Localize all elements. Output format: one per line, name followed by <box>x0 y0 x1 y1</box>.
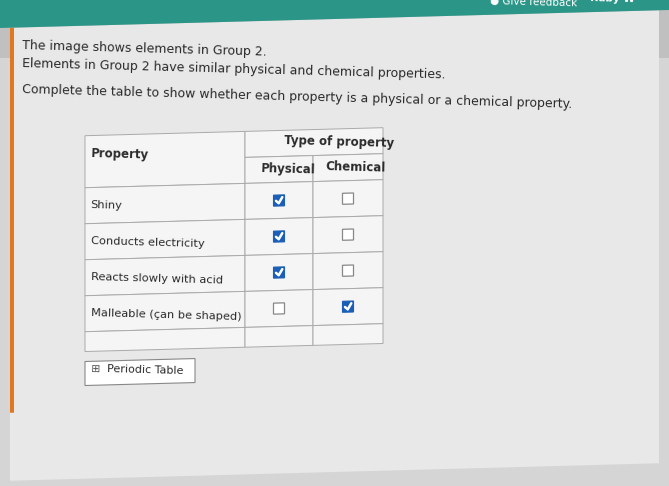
Polygon shape <box>245 326 313 347</box>
Polygon shape <box>313 252 383 290</box>
Polygon shape <box>313 288 383 326</box>
Text: Conducts electricity: Conducts electricity <box>91 236 205 249</box>
Polygon shape <box>10 28 14 413</box>
Polygon shape <box>245 182 313 219</box>
Text: ⊞: ⊞ <box>91 364 100 375</box>
Polygon shape <box>245 128 383 157</box>
Text: The image shows elements in Group 2.: The image shows elements in Group 2. <box>21 39 266 59</box>
Polygon shape <box>313 216 383 254</box>
Polygon shape <box>85 256 245 295</box>
Polygon shape <box>313 154 383 182</box>
Polygon shape <box>0 0 669 28</box>
Polygon shape <box>274 303 284 314</box>
Polygon shape <box>245 218 313 256</box>
Polygon shape <box>10 10 659 481</box>
Text: Physical: Physical <box>261 162 316 176</box>
Text: Elements in Group 2 have similar physical and chemical properties.: Elements in Group 2 have similar physica… <box>21 57 446 82</box>
Text: ● Give feedback: ● Give feedback <box>490 0 577 8</box>
Text: Reacts slowly with acid: Reacts slowly with acid <box>91 272 223 285</box>
Polygon shape <box>343 229 353 240</box>
Polygon shape <box>85 292 245 332</box>
Text: Complete the table to show whether each property is a physical or a chemical pro: Complete the table to show whether each … <box>21 84 572 111</box>
Polygon shape <box>85 359 195 385</box>
Bar <box>0 0 669 58</box>
Polygon shape <box>313 324 383 346</box>
Text: Periodic Table: Periodic Table <box>107 364 183 376</box>
Polygon shape <box>245 156 313 183</box>
Polygon shape <box>274 267 284 278</box>
Polygon shape <box>85 219 245 260</box>
Polygon shape <box>85 131 245 188</box>
Polygon shape <box>274 231 284 242</box>
Polygon shape <box>313 180 383 218</box>
Polygon shape <box>85 183 245 224</box>
Text: Shiny: Shiny <box>91 200 122 210</box>
Polygon shape <box>245 290 313 328</box>
Text: Malleable (çan be shaped): Malleable (çan be shaped) <box>91 308 242 322</box>
Polygon shape <box>245 254 313 292</box>
Text: Property: Property <box>91 147 149 161</box>
Text: Ruby W: Ruby W <box>590 0 635 4</box>
Polygon shape <box>85 328 245 351</box>
Polygon shape <box>343 301 353 312</box>
Text: Chemical: Chemical <box>326 160 386 175</box>
Polygon shape <box>343 265 353 276</box>
Polygon shape <box>274 195 284 206</box>
Text: Type of property: Type of property <box>284 134 394 150</box>
Polygon shape <box>343 193 353 204</box>
